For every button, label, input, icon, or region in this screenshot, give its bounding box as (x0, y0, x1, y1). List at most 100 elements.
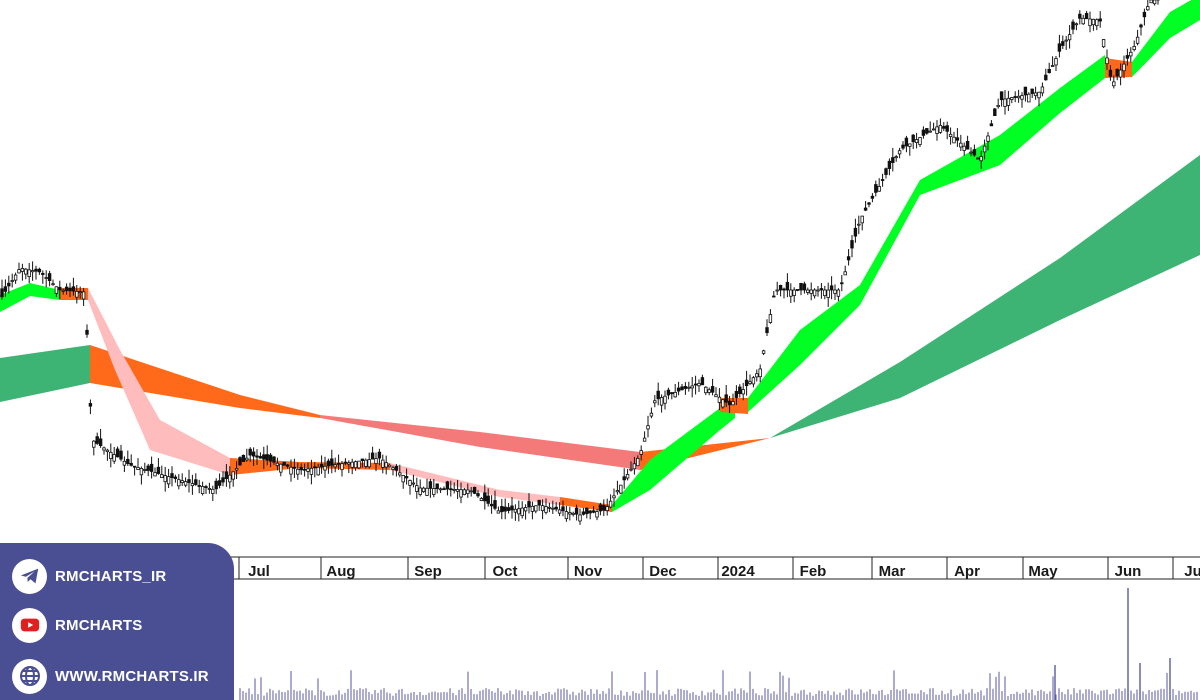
candle-body (1040, 86, 1045, 94)
candle-body (336, 462, 341, 465)
candle-body (921, 129, 926, 136)
candle-body (425, 487, 429, 496)
candle-body (44, 277, 48, 279)
x-axis-label: 2024 (721, 563, 755, 580)
candle-body (632, 463, 637, 470)
telegram-row[interactable]: RMCHARTS_IR (12, 557, 166, 595)
candle-body (102, 447, 106, 451)
candle-body (510, 505, 514, 511)
candle-body (568, 512, 572, 515)
candle-body (190, 483, 195, 487)
candle-body (37, 268, 42, 273)
candle-body (561, 506, 565, 512)
candle-body (81, 291, 86, 300)
candle-body (942, 126, 946, 129)
candle-body (1054, 58, 1058, 66)
candle-body (513, 508, 518, 513)
candle-body (245, 457, 249, 461)
candle-body (262, 454, 266, 460)
candle-body (88, 403, 93, 407)
candle-body (986, 135, 990, 142)
candle-body (241, 454, 246, 462)
candle-body (857, 223, 861, 226)
candle-body (731, 401, 735, 406)
candle-body (724, 394, 728, 403)
candle-body (636, 458, 640, 467)
candle-body (676, 387, 681, 392)
candle-body (85, 329, 89, 335)
candle-body (523, 507, 528, 512)
candle-body (41, 272, 45, 275)
candle-body (840, 282, 844, 285)
candle-body (996, 105, 1000, 108)
candle-body (1071, 21, 1075, 30)
candle-body (408, 480, 412, 486)
candle-body (1108, 69, 1113, 77)
short-band-up (748, 55, 1105, 412)
short-band-down (230, 458, 390, 475)
candle-body (867, 202, 871, 205)
candle-body (1033, 92, 1038, 97)
candle-body (476, 493, 480, 497)
candle-body (228, 474, 232, 483)
candle-body (367, 459, 371, 468)
website-row[interactable]: WWW.RMCHARTS.IR (12, 657, 209, 695)
candle-body (255, 455, 259, 458)
candle-body (350, 461, 354, 468)
candle-body (748, 381, 752, 384)
candle-body (217, 480, 222, 486)
candle-body (693, 383, 698, 386)
x-axis-label: May (1028, 563, 1058, 580)
candle-body (1074, 23, 1079, 26)
candle-body (296, 468, 300, 475)
candle-body (673, 391, 677, 398)
candle-body (313, 466, 317, 469)
candle-body (391, 467, 395, 470)
youtube-row[interactable]: RMCHARTS (12, 606, 142, 644)
candle-body (741, 389, 745, 395)
candle-body (772, 295, 776, 298)
candle-body (846, 256, 851, 261)
candle-body (795, 289, 800, 291)
candle-body (697, 382, 701, 387)
candle-body (642, 437, 647, 442)
candle-body (115, 448, 120, 458)
candle-body (401, 474, 405, 483)
candle-body (1003, 98, 1007, 107)
candle-body (993, 108, 997, 117)
candle-body (411, 482, 416, 485)
candle-body (7, 282, 11, 287)
candle-body (979, 155, 983, 162)
candle-body (595, 511, 599, 518)
candle-body (1146, 6, 1150, 11)
candle-body (908, 143, 912, 147)
candle-body (170, 473, 174, 478)
candle-body (438, 488, 443, 491)
candle-body (194, 479, 198, 485)
candle-body (931, 128, 936, 131)
candle-body (806, 289, 810, 293)
candle-body (544, 506, 548, 513)
x-axis-label: Oct (492, 563, 517, 580)
candle-body (126, 458, 130, 464)
candle-body (143, 469, 147, 471)
candle-body (483, 492, 487, 502)
candle-body (415, 485, 419, 492)
candle-body (340, 463, 344, 471)
candle-body (180, 480, 184, 483)
candle-body (442, 488, 446, 491)
candle-body (1132, 45, 1136, 51)
short-band-down (88, 288, 230, 475)
candle-body (751, 377, 756, 385)
candle-body (302, 468, 307, 471)
candle-body (10, 280, 14, 282)
candle-body (506, 507, 511, 511)
candle-body (785, 281, 790, 291)
candle-body (727, 400, 732, 406)
candle-body (721, 399, 725, 408)
candle-body (1122, 63, 1126, 72)
short-band-up (1132, 0, 1200, 77)
candle-body (455, 489, 460, 492)
x-axis-label: Apr (954, 563, 980, 580)
